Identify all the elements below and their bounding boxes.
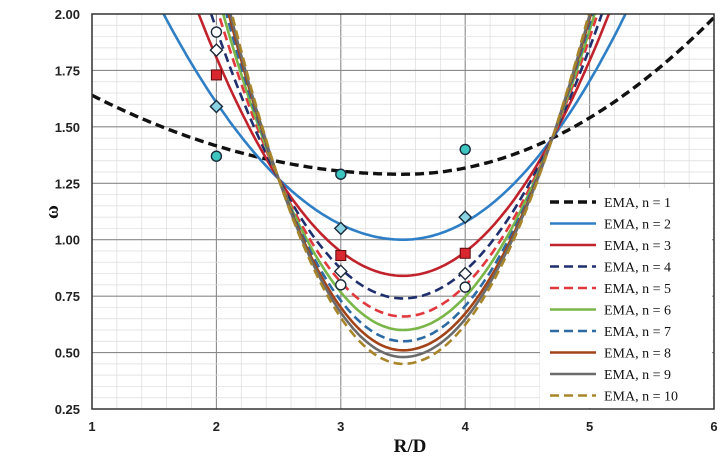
series-line-n2 (162, 14, 627, 241)
legend-label: EMA, n = 4 (604, 261, 671, 276)
legend-label: EMA, n = 2 (604, 218, 671, 233)
y-tick-label: 2.00 (55, 7, 80, 22)
data-marker-diamond (333, 221, 348, 236)
data-marker-circle (335, 168, 347, 180)
series-line-n5 (217, 14, 599, 318)
data-marker-diamond (209, 43, 224, 58)
series-layer (92, 14, 714, 366)
y-tick-label: 1.00 (55, 233, 80, 248)
x-tick-label: 2 (213, 419, 220, 434)
data-marker-diamond (458, 266, 473, 281)
data-marker-circle (459, 143, 471, 156)
tick-labels: 1 2 3 4 5 6 0.25 0.50 0.75 1.00 1.25 1.50 1.75 2.00 (55, 7, 718, 434)
x-tick-label: 4 (462, 419, 470, 434)
legend: EMA, n = 1 EMA, n = 2 EMA, n = 3 EMA, n = 4… (540, 188, 712, 408)
data-marker-diamond (458, 210, 473, 225)
y-axis-title: ω (42, 205, 63, 219)
y-tick-label: 1.50 (55, 120, 80, 135)
legend-label: EMA, n = 8 (604, 347, 671, 362)
x-tick-label: 3 (337, 419, 344, 434)
data-marker-square (459, 247, 471, 259)
data-marker-circle (210, 26, 223, 38)
series-line-n1 (92, 16, 714, 176)
legend-label: EMA, n = 5 (604, 282, 671, 297)
data-marker-circle (459, 281, 471, 293)
legend-label: EMA, n = 6 (604, 304, 671, 319)
data-marker-circle (335, 279, 347, 291)
y-tick-label: 1.25 (55, 176, 80, 191)
series-line-n3 (197, 14, 611, 278)
x-axis-title: R/D (394, 436, 427, 457)
marker-layer (209, 26, 473, 293)
series-line-n6 (221, 14, 596, 332)
legend-label: EMA, n = 1 (604, 196, 671, 211)
data-marker-square (335, 250, 347, 262)
x-tick-label: 1 (88, 419, 95, 434)
legend-label: EMA, n = 3 (604, 239, 671, 254)
data-marker-square (210, 69, 222, 81)
series-line-n4 (209, 14, 604, 300)
legend-label: EMA, n = 9 (604, 368, 671, 383)
y-tick-label: 1.75 (55, 63, 80, 78)
data-marker-diamond (333, 264, 348, 279)
data-marker-diamond (209, 99, 224, 114)
series-line-n9 (229, 14, 592, 359)
legend-label: EMA, n = 10 (604, 390, 678, 405)
y-tick-label: 0.50 (55, 346, 80, 361)
x-tick-label: 6 (710, 419, 717, 434)
x-tick-label: 5 (586, 419, 593, 434)
series-line-n8 (227, 14, 593, 352)
legend-label: EMA, n = 7 (604, 325, 671, 340)
plot-frame (91, 13, 715, 410)
y-tick-label: 0.75 (55, 289, 80, 304)
y-tick-label: 0.25 (55, 402, 80, 417)
data-marker-circle (210, 150, 223, 162)
